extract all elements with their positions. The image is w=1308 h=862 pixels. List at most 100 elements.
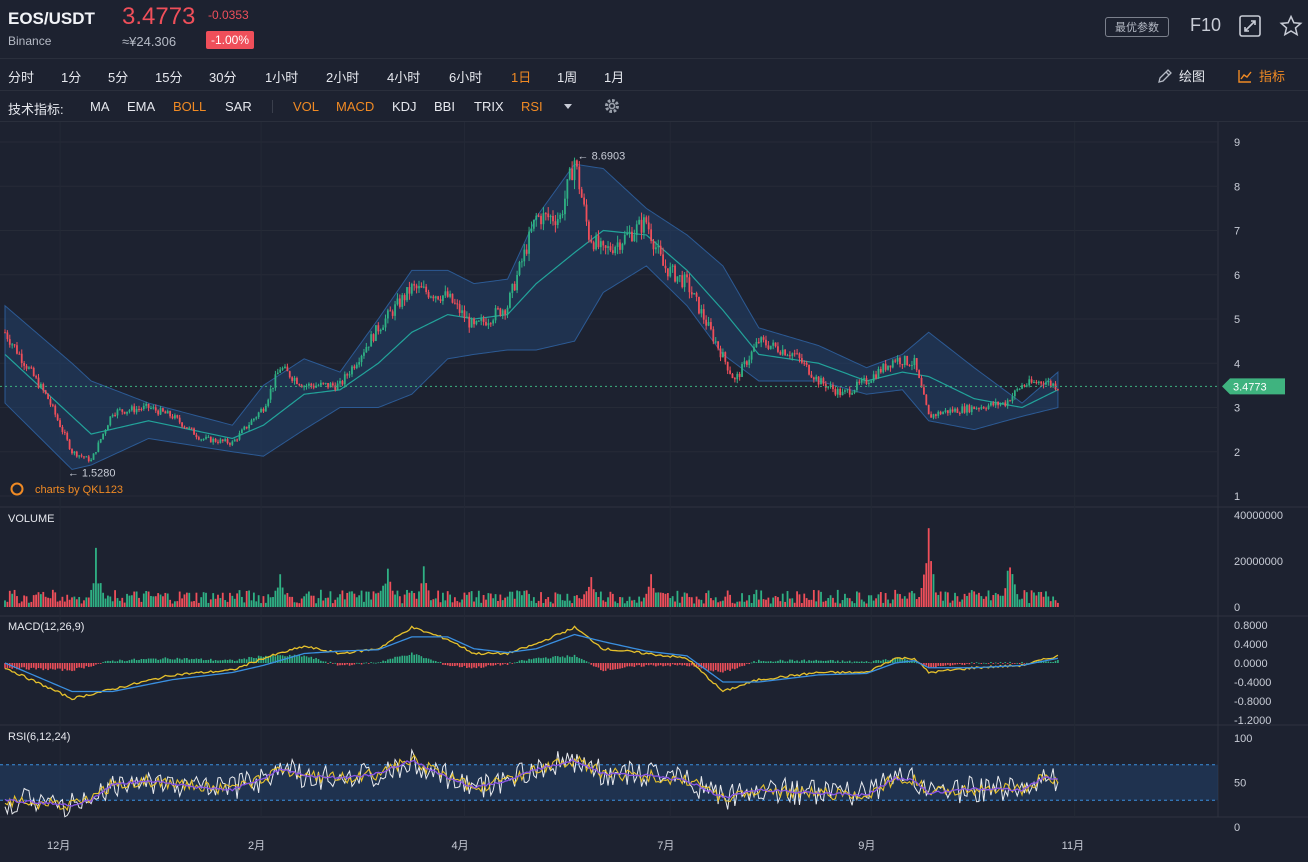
- macd-histogram-bar: [310, 656, 313, 663]
- macd-histogram-bar: [422, 658, 425, 663]
- candle-body: [245, 426, 248, 429]
- indicator-trix[interactable]: TRIX: [474, 99, 504, 114]
- macd-histogram-bar: [836, 660, 839, 663]
- macd-histogram-bar: [973, 663, 975, 664]
- volume-bar: [126, 593, 128, 607]
- tab-timeframe-1h[interactable]: 1小时: [265, 70, 299, 85]
- tab-timeframe-tick[interactable]: 分时: [8, 70, 35, 85]
- volume-bar: [264, 602, 267, 607]
- tab-timeframe-4h[interactable]: 4小时: [387, 70, 421, 85]
- macd-histogram-bar: [87, 663, 90, 667]
- volume-bar: [343, 599, 346, 607]
- volume-bar: [958, 601, 961, 607]
- candle-body: [162, 408, 164, 412]
- macd-histogram-bar: [939, 663, 942, 667]
- macd-histogram-bar: [68, 663, 71, 671]
- chart-area[interactable]: 9 8 7 6 5 4 3 2 1 12月 2月 4月 7月 9月 11月 40000000 20000000 0…: [0, 122, 1308, 862]
- candle-body: [748, 359, 751, 365]
- macd-histogram-bar: [523, 660, 526, 663]
- indicator-vol[interactable]: VOL: [293, 99, 320, 114]
- volume-bar: [803, 593, 806, 607]
- macd-histogram-bar: [738, 663, 741, 667]
- tab-timeframe-1m[interactable]: 1分: [61, 70, 82, 85]
- tab-timeframe-30m[interactable]: 30分: [209, 70, 237, 85]
- indicator-macd[interactable]: MACD: [336, 99, 375, 114]
- macd-histogram-bar: [729, 663, 731, 671]
- macd-histogram-bar: [894, 658, 896, 663]
- indicator-bbi[interactable]: BBI: [434, 99, 455, 114]
- volume-bar: [681, 596, 684, 607]
- volume-bar: [130, 595, 133, 607]
- macd-histogram-bar: [748, 663, 751, 665]
- macd-histogram-bar: [616, 663, 619, 670]
- gear-icon[interactable]: [603, 97, 621, 115]
- tab-timeframe-2h[interactable]: 2小时: [326, 70, 360, 85]
- candle-body: [820, 378, 822, 385]
- candle-body: [66, 432, 69, 440]
- indicator-sar[interactable]: SAR: [225, 99, 252, 114]
- volume-bar: [291, 596, 294, 607]
- candle-body: [75, 451, 78, 457]
- candle-body: [1028, 379, 1031, 386]
- boll-bands: [4, 163, 1059, 470]
- macd-histogram-bar: [480, 663, 483, 668]
- macd-histogram-bar: [765, 661, 767, 663]
- star-icon[interactable]: [1279, 14, 1303, 38]
- indicator-kdj[interactable]: KDJ: [392, 99, 417, 114]
- candle-body: [355, 364, 358, 369]
- candle-body: [726, 361, 729, 371]
- candle-body: [377, 325, 380, 332]
- candle-body: [934, 414, 937, 416]
- draw-tool-button[interactable]: 绘图: [1157, 66, 1205, 85]
- indicator-ema[interactable]: EMA: [127, 99, 156, 114]
- candle-body: [226, 439, 229, 444]
- f10-button[interactable]: F10: [1190, 15, 1222, 35]
- indicator-tool-button[interactable]: 指标: [1237, 66, 1285, 85]
- candle-body: [925, 394, 928, 405]
- chevron-down-icon[interactable]: [563, 102, 573, 110]
- tab-timeframe-1mo[interactable]: 1月: [604, 70, 625, 85]
- candle-body: [875, 374, 877, 379]
- macd-histogram-bar: [863, 661, 865, 663]
- volume-bar: [327, 597, 329, 607]
- macd-histogram-bar: [329, 661, 332, 663]
- tab-timeframe-5m[interactable]: 5分: [108, 70, 129, 85]
- volume-bar: [863, 601, 865, 607]
- candle-body: [619, 242, 621, 250]
- indicator-ma[interactable]: MA: [90, 99, 110, 114]
- macd-histogram-bar: [214, 659, 217, 663]
- volume-bar: [942, 600, 944, 607]
- candle-body: [106, 425, 109, 430]
- macd-histogram-bar: [150, 658, 152, 663]
- candle-body: [382, 327, 384, 330]
- volume-bar: [525, 590, 528, 607]
- volume-bar: [710, 598, 712, 607]
- volume-bar: [394, 594, 396, 607]
- tab-timeframe-6h[interactable]: 6小时: [449, 70, 483, 85]
- macd-histogram-bar: [181, 659, 183, 663]
- macd-histogram-bar: [521, 659, 523, 663]
- optimal-params-button[interactable]: 最优参数: [1105, 17, 1169, 37]
- candle-body: [59, 420, 61, 428]
- macd-histogram-bar: [887, 660, 889, 663]
- volume-bar: [241, 596, 243, 607]
- candle-body: [276, 372, 279, 375]
- candle-body: [243, 426, 246, 430]
- macd-histogram-bar: [355, 662, 358, 664]
- tab-timeframe-1d[interactable]: 1日: [511, 70, 532, 85]
- volume-bar: [23, 595, 26, 607]
- macd-histogram-bar: [856, 661, 858, 663]
- macd-histogram-bar: [403, 655, 406, 663]
- volume-bar: [63, 601, 66, 607]
- candle-body: [138, 408, 140, 410]
- macd-histogram-bar: [712, 663, 715, 672]
- boll-band-fill: [4, 163, 1059, 470]
- volume-bar: [757, 599, 760, 607]
- macd-histogram-bar: [40, 663, 42, 669]
- tab-timeframe-1w[interactable]: 1周: [557, 70, 578, 85]
- tab-timeframe-15m[interactable]: 15分: [155, 70, 183, 85]
- indicator-boll[interactable]: BOLL: [173, 99, 207, 114]
- fullscreen-icon[interactable]: [1238, 14, 1262, 38]
- macd-histogram-bar: [561, 656, 564, 663]
- indicator-rsi[interactable]: RSI: [521, 99, 543, 114]
